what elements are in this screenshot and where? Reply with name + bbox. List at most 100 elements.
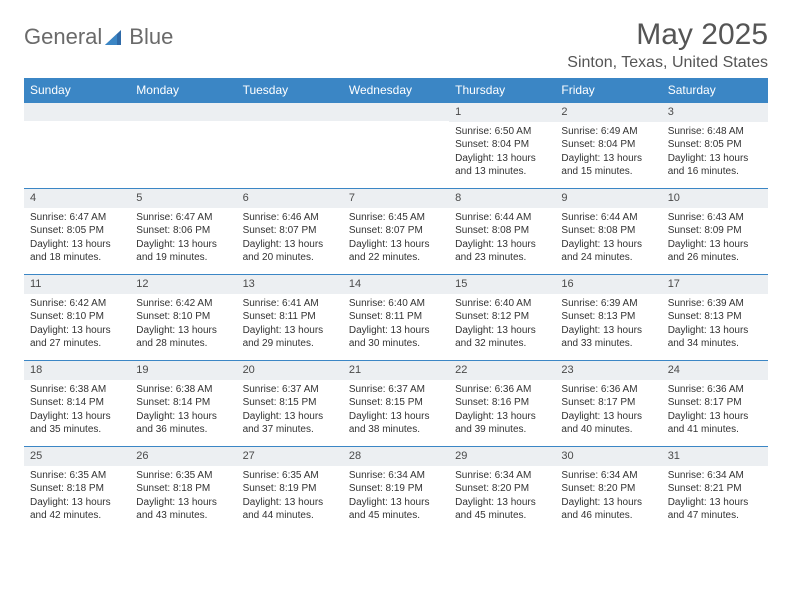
calendar-day-cell: 18Sunrise: 6:38 AMSunset: 8:14 PMDayligh… bbox=[24, 361, 130, 447]
sunset-line: Sunset: 8:08 PM bbox=[455, 224, 549, 238]
daylight-line: Daylight: 13 hours and 39 minutes. bbox=[455, 410, 549, 437]
calendar-day-cell: 15Sunrise: 6:40 AMSunset: 8:12 PMDayligh… bbox=[449, 275, 555, 361]
sunrise-line: Sunrise: 6:34 AM bbox=[668, 469, 762, 483]
dow-tuesday: Tuesday bbox=[237, 78, 343, 103]
daylight-line: Daylight: 13 hours and 41 minutes. bbox=[668, 410, 762, 437]
day-number: 19 bbox=[130, 361, 236, 380]
calendar-day-cell: 22 Sunrise: 6:36 AMSunset: 8:16 PMDayligh… bbox=[449, 361, 555, 447]
sunset-line: Sunset: 8:18 PM bbox=[30, 482, 124, 496]
sunset-line: Sunset: 8:11 PM bbox=[243, 310, 337, 324]
calendar-day-cell: 16Sunrise: 6:39 AMSunset: 8:13 PMDayligh… bbox=[555, 275, 661, 361]
calendar-day-cell: 24Sunrise: 6:36 AMSunset: 8:17 PMDayligh… bbox=[662, 361, 768, 447]
sail-icon bbox=[105, 28, 127, 46]
daylight-line: Daylight: 13 hours and 46 minutes. bbox=[561, 496, 655, 523]
sunset-line: Sunset: 8:19 PM bbox=[349, 482, 443, 496]
day-number: 17 bbox=[662, 275, 768, 294]
daylight-line: Daylight: 13 hours and 32 minutes. bbox=[455, 324, 549, 351]
sunrise-line: Sunrise: 6:50 AM bbox=[455, 125, 549, 139]
sunset-line: Sunset: 8:14 PM bbox=[136, 396, 230, 410]
sunset-line: Sunset: 8:13 PM bbox=[561, 310, 655, 324]
day-number: 11 bbox=[24, 275, 130, 294]
sunrise-line: Sunrise: 6:37 AM bbox=[243, 383, 337, 397]
day-number: 25 bbox=[24, 447, 130, 466]
day-number: 22 bbox=[449, 361, 555, 380]
sunrise-line: Sunrise: 6:47 AM bbox=[30, 211, 124, 225]
daylight-line: Daylight: 13 hours and 44 minutes. bbox=[243, 496, 337, 523]
daylight-line: Daylight: 13 hours and 36 minutes. bbox=[136, 410, 230, 437]
calendar-day-cell: 25 Sunrise: 6:35 AMSunset: 8:18 PMDayligh… bbox=[24, 447, 130, 533]
sunrise-line: Sunrise: 6:36 AM bbox=[455, 383, 549, 397]
daylight-line: Daylight: 13 hours and 28 minutes. bbox=[136, 324, 230, 351]
sunrise-line: Sunrise: 6:48 AM bbox=[668, 125, 762, 139]
day-number-bar bbox=[130, 103, 236, 121]
day-number: 18 bbox=[24, 361, 130, 380]
calendar-day-cell: 5Sunrise: 6:47 AMSunset: 8:06 PMDaylight… bbox=[130, 189, 236, 275]
daylight-line: Daylight: 13 hours and 27 minutes. bbox=[30, 324, 124, 351]
brand-word-1: General bbox=[24, 24, 102, 50]
calendar-empty-cell bbox=[24, 103, 130, 189]
sunrise-line: Sunrise: 6:44 AM bbox=[455, 211, 549, 225]
sunset-line: Sunset: 8:13 PM bbox=[668, 310, 762, 324]
dow-monday: Monday bbox=[130, 78, 236, 103]
calendar-day-cell: 20Sunrise: 6:37 AMSunset: 8:15 PMDayligh… bbox=[237, 361, 343, 447]
day-number: 4 bbox=[24, 189, 130, 208]
calendar-week-row: 18Sunrise: 6:38 AMSunset: 8:14 PMDayligh… bbox=[24, 361, 768, 447]
day-number: 15 bbox=[449, 275, 555, 294]
daylight-line: Daylight: 13 hours and 34 minutes. bbox=[668, 324, 762, 351]
sunset-line: Sunset: 8:17 PM bbox=[561, 396, 655, 410]
calendar-day-cell: 8Sunrise: 6:44 AMSunset: 8:08 PMDaylight… bbox=[449, 189, 555, 275]
calendar-day-cell: 26Sunrise: 6:35 AMSunset: 8:18 PMDayligh… bbox=[130, 447, 236, 533]
dow-sunday: Sunday bbox=[24, 78, 130, 103]
calendar-empty-cell bbox=[130, 103, 236, 189]
calendar-day-cell: 2Sunrise: 6:49 AMSunset: 8:04 PMDaylight… bbox=[555, 103, 661, 189]
day-number: 23 bbox=[555, 361, 661, 380]
calendar-day-cell: 14Sunrise: 6:40 AMSunset: 8:11 PMDayligh… bbox=[343, 275, 449, 361]
day-number: 6 bbox=[237, 189, 343, 208]
day-number: 14 bbox=[343, 275, 449, 294]
daylight-line: Daylight: 13 hours and 16 minutes. bbox=[668, 152, 762, 179]
day-number: 13 bbox=[237, 275, 343, 294]
sunrise-line: Sunrise: 6:46 AM bbox=[243, 211, 337, 225]
calendar-empty-cell bbox=[343, 103, 449, 189]
sunrise-line: Sunrise: 6:34 AM bbox=[561, 469, 655, 483]
sunrise-line: Sunrise: 6:49 AM bbox=[561, 125, 655, 139]
calendar-day-cell: 28Sunrise: 6:34 AMSunset: 8:19 PMDayligh… bbox=[343, 447, 449, 533]
daylight-line: Daylight: 13 hours and 24 minutes. bbox=[561, 238, 655, 265]
calendar-day-cell: 4Sunrise: 6:47 AMSunset: 8:05 PMDaylight… bbox=[24, 189, 130, 275]
daylight-line: Daylight: 13 hours and 15 minutes. bbox=[561, 152, 655, 179]
daylight-line: Daylight: 13 hours and 29 minutes. bbox=[243, 324, 337, 351]
sunset-line: Sunset: 8:07 PM bbox=[243, 224, 337, 238]
sunrise-line: Sunrise: 6:35 AM bbox=[136, 469, 230, 483]
day-number: 31 bbox=[662, 447, 768, 466]
calendar-day-cell: 9Sunrise: 6:44 AMSunset: 8:08 PMDaylight… bbox=[555, 189, 661, 275]
location-text: Sinton, Texas, United States bbox=[567, 54, 768, 72]
calendar-day-cell: 12Sunrise: 6:42 AMSunset: 8:10 PMDayligh… bbox=[130, 275, 236, 361]
sunset-line: Sunset: 8:07 PM bbox=[349, 224, 443, 238]
sunrise-line: Sunrise: 6:36 AM bbox=[668, 383, 762, 397]
sunset-line: Sunset: 8:06 PM bbox=[136, 224, 230, 238]
day-number: 3 bbox=[662, 103, 768, 122]
daylight-line: Daylight: 13 hours and 33 minutes. bbox=[561, 324, 655, 351]
daylight-line: Daylight: 13 hours and 47 minutes. bbox=[668, 496, 762, 523]
sunrise-line: Sunrise: 6:35 AM bbox=[30, 469, 124, 483]
daylight-line: Daylight: 13 hours and 22 minutes. bbox=[349, 238, 443, 265]
sunrise-line: Sunrise: 6:38 AM bbox=[30, 383, 124, 397]
calendar-week-row: 1Sunrise: 6:50 AMSunset: 8:04 PMDaylight… bbox=[24, 103, 768, 189]
calendar-day-cell: 11Sunrise: 6:42 AMSunset: 8:10 PMDayligh… bbox=[24, 275, 130, 361]
daylight-line: Daylight: 13 hours and 45 minutes. bbox=[455, 496, 549, 523]
day-number-bar bbox=[237, 103, 343, 121]
day-number: 9 bbox=[555, 189, 661, 208]
sunrise-line: Sunrise: 6:40 AM bbox=[455, 297, 549, 311]
sunset-line: Sunset: 8:04 PM bbox=[561, 138, 655, 152]
sunset-line: Sunset: 8:19 PM bbox=[243, 482, 337, 496]
calendar-day-cell: 21Sunrise: 6:37 AMSunset: 8:15 PMDayligh… bbox=[343, 361, 449, 447]
calendar-table: Sunday Monday Tuesday Wednesday Thursday… bbox=[24, 78, 768, 533]
sunset-line: Sunset: 8:16 PM bbox=[455, 396, 549, 410]
sunset-line: Sunset: 8:05 PM bbox=[30, 224, 124, 238]
day-number: 27 bbox=[237, 447, 343, 466]
daylight-line: Daylight: 13 hours and 42 minutes. bbox=[30, 496, 124, 523]
daylight-line: Daylight: 13 hours and 45 minutes. bbox=[349, 496, 443, 523]
day-number: 20 bbox=[237, 361, 343, 380]
calendar-day-cell: 13Sunrise: 6:41 AMSunset: 8:11 PMDayligh… bbox=[237, 275, 343, 361]
day-number: 21 bbox=[343, 361, 449, 380]
